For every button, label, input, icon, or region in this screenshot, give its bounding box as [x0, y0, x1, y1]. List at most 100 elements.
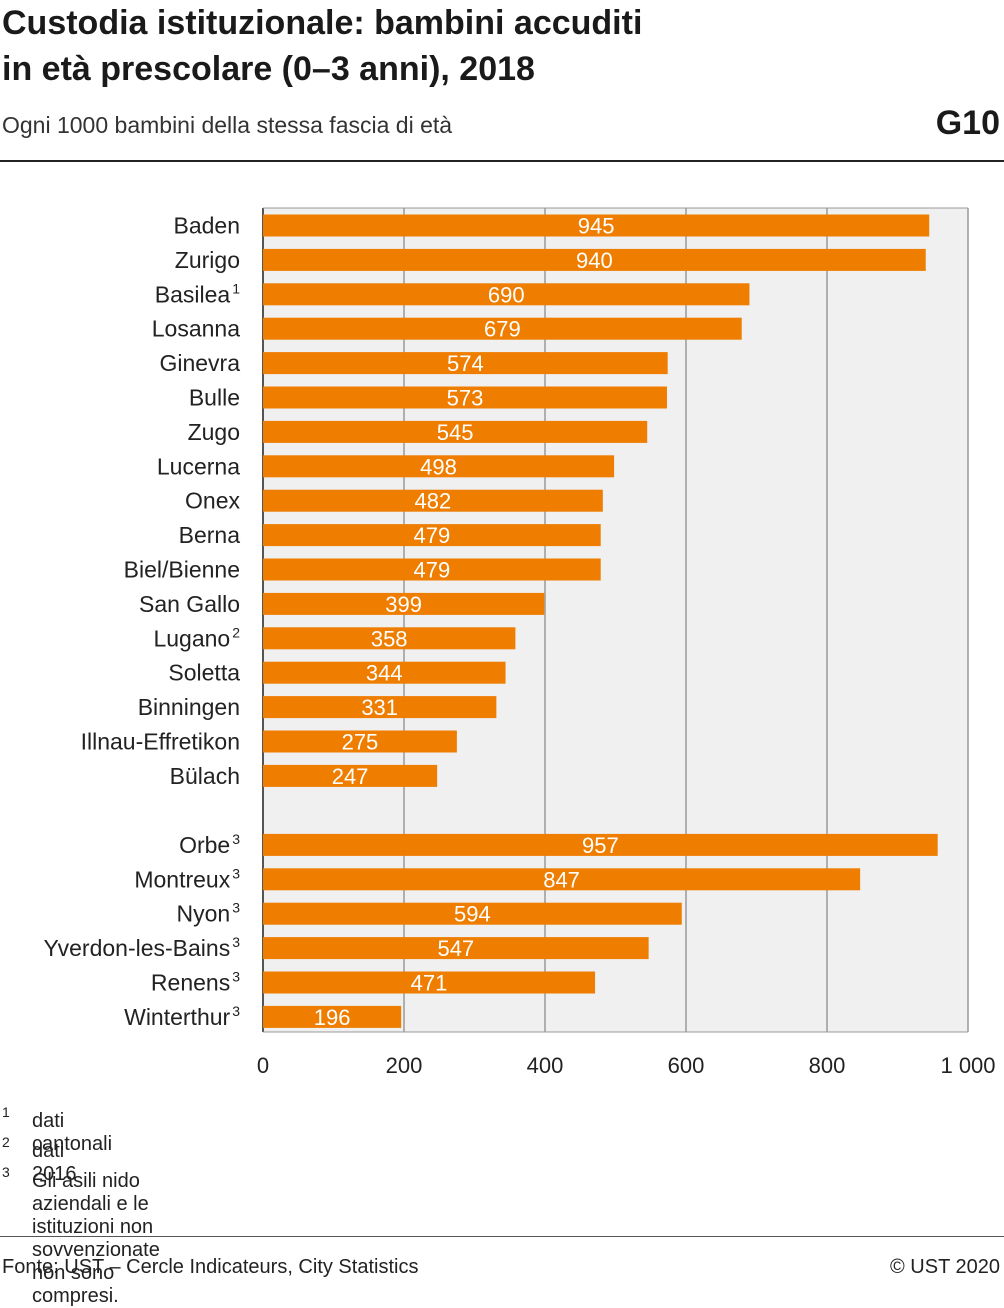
bar: [263, 661, 506, 684]
bar-value-label: 940: [576, 248, 613, 273]
bar: [263, 455, 615, 478]
category-label: Orbe 3: [179, 831, 240, 858]
bar: [263, 937, 649, 960]
source-note: Fonte: UST – Cercle Indicateurs, City St…: [2, 1256, 419, 1278]
x-tick-label: 800: [809, 1053, 846, 1078]
bar-value-label: 196: [314, 1005, 351, 1030]
bar: [263, 248, 926, 271]
bar-value-label: 574: [447, 351, 484, 376]
chart-title: Custodia istituzionale: bambini accuditi…: [2, 0, 762, 92]
bar: [263, 524, 601, 547]
category-label: Nyon 3: [177, 900, 241, 927]
bar: [263, 902, 682, 925]
x-tick-label: 600: [668, 1053, 705, 1078]
bar: [263, 420, 648, 443]
bar-value-label: 344: [366, 661, 403, 686]
category-label: Bülach: [170, 763, 240, 789]
footnote-marker: 3: [232, 865, 240, 881]
bar: [263, 833, 938, 856]
x-tick-label: 1 000: [940, 1053, 995, 1078]
x-tick-label: 200: [386, 1053, 423, 1078]
footnote-marker: 1: [232, 280, 240, 296]
category-label: Soletta: [168, 660, 240, 686]
bar-value-label: 479: [413, 523, 450, 548]
chart-subtitle: Ogni 1000 bambini della stessa fascia di…: [2, 112, 453, 138]
bar-value-label: 847: [543, 867, 580, 892]
category-labels: Baden Zurigo Basilea 1 Losanna Ginevra Bulle Zu…: [44, 213, 241, 1030]
copyright-note: © UST 2020: [890, 1256, 1000, 1278]
bar: [263, 283, 750, 306]
bar: [263, 558, 601, 581]
bar: [263, 386, 667, 409]
bar: [263, 971, 596, 994]
footnote-text: dati 2016: [32, 1140, 77, 1185]
bar-value-label: 573: [447, 386, 484, 411]
bar-value-label: 275: [342, 730, 379, 755]
bar-value-label: 247: [332, 764, 369, 789]
category-label: Binningen: [138, 694, 240, 720]
top-divider: [0, 160, 1004, 162]
category-label: San Gallo: [139, 591, 240, 617]
bar-value-label: 399: [385, 592, 422, 617]
bar-value-label: 545: [437, 420, 474, 445]
chart-code: G10: [935, 104, 1000, 142]
bar: [263, 317, 742, 340]
x-tick-label: 0: [257, 1053, 269, 1078]
footnote-marker: 3: [232, 934, 240, 950]
category-label: Losanna: [152, 316, 240, 342]
bar-value-label: 957: [582, 833, 619, 858]
footnote-marker: 2: [232, 624, 240, 640]
bottom-divider: [0, 1236, 1004, 1237]
bar: [263, 214, 930, 237]
category-label: Ginevra: [159, 350, 240, 376]
category-label: Biel/Bienne: [124, 557, 240, 583]
footnote-marker: 3: [232, 831, 240, 847]
footnote-text: Gli asili nido aziendali e le istituzion…: [32, 1170, 160, 1307]
footnote-marker: 3: [232, 969, 240, 985]
category-label: Baden: [173, 213, 240, 239]
x-axis-ticks: 0 200 400 600 800 1 000: [257, 1053, 996, 1078]
category-label: Illnau-Effretikon: [81, 729, 240, 755]
grid-lines: [262, 207, 969, 1033]
category-label: Yverdon-les-Bains 3: [44, 934, 241, 961]
bar-value-label: 358: [371, 626, 408, 651]
bar: [263, 352, 668, 375]
bar-value-label: 479: [413, 558, 450, 583]
bar-value-label: 482: [415, 489, 452, 514]
category-label: Basilea 1: [155, 280, 240, 307]
title-line-1: Custodia istituzionale: bambini accuditi: [2, 4, 643, 42]
bar-value-label: 945: [578, 214, 615, 239]
category-label: Berna: [179, 522, 241, 548]
footnote-mark: 2: [2, 1134, 10, 1150]
category-label: Renens 3: [151, 969, 240, 996]
bar-value-label: 498: [420, 454, 457, 479]
category-label: Zurigo: [175, 247, 240, 273]
category-label: Bulle: [189, 385, 240, 411]
footnote-mark: 1: [2, 1104, 10, 1120]
footnote-text: dati cantonali: [32, 1110, 113, 1155]
bar-value-label: 679: [484, 317, 521, 342]
bar: [263, 627, 516, 650]
bar-value-label: 331: [361, 695, 398, 720]
plot-background: [263, 208, 968, 1032]
bar: [263, 1005, 402, 1028]
category-label: Lugano 2: [153, 624, 240, 651]
bar-value-label: 471: [411, 971, 448, 996]
bar: [263, 730, 457, 753]
footnote-mark: 3: [2, 1164, 10, 1180]
title-line-2: in età prescolare (0–3 anni), 2018: [2, 50, 535, 88]
category-label: Onex: [185, 488, 240, 514]
bar: [263, 868, 861, 891]
footnote-marker: 3: [232, 900, 240, 916]
category-label: Winterthur 3: [124, 1003, 240, 1030]
category-label: Zugo: [188, 419, 240, 445]
bar-value-label: 690: [488, 282, 525, 307]
x-tick-label: 400: [527, 1053, 564, 1078]
bar-value-label: 594: [454, 902, 491, 927]
category-label: Lucerna: [157, 453, 240, 479]
plot-area: [263, 208, 968, 1032]
bar: [263, 764, 438, 787]
bar: [263, 489, 603, 512]
